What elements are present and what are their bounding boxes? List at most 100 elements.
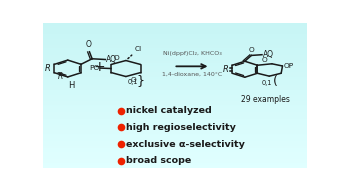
Text: +: + bbox=[94, 60, 105, 74]
Bar bbox=[43, 166, 307, 168]
Bar bbox=[43, 50, 307, 52]
Bar bbox=[43, 63, 307, 64]
Text: O: O bbox=[131, 77, 136, 83]
Bar bbox=[43, 75, 307, 77]
Bar bbox=[43, 39, 307, 41]
Text: Cl: Cl bbox=[135, 46, 142, 52]
Bar bbox=[43, 88, 307, 90]
Bar bbox=[43, 43, 307, 45]
Bar bbox=[43, 163, 307, 165]
Bar bbox=[43, 141, 307, 143]
Text: AQ: AQ bbox=[106, 55, 117, 64]
Bar bbox=[43, 81, 307, 83]
Text: AQ: AQ bbox=[263, 50, 274, 59]
Text: O: O bbox=[86, 40, 92, 49]
Bar bbox=[43, 125, 307, 126]
Bar bbox=[43, 45, 307, 46]
Bar bbox=[43, 114, 307, 115]
Bar bbox=[43, 30, 307, 32]
Bar bbox=[43, 35, 307, 37]
Bar bbox=[43, 145, 307, 146]
Bar bbox=[43, 66, 307, 68]
Bar bbox=[43, 157, 307, 159]
Bar bbox=[43, 112, 307, 114]
Bar bbox=[43, 86, 307, 88]
Text: R: R bbox=[45, 64, 51, 73]
Bar bbox=[43, 159, 307, 161]
Bar bbox=[43, 115, 307, 117]
Text: O: O bbox=[249, 46, 254, 53]
Bar bbox=[43, 72, 307, 74]
Bar bbox=[43, 121, 307, 123]
Bar bbox=[43, 28, 307, 30]
Bar bbox=[43, 165, 307, 166]
Bar bbox=[43, 57, 307, 59]
Bar bbox=[43, 156, 307, 157]
Text: H: H bbox=[68, 81, 74, 90]
Bar bbox=[43, 64, 307, 66]
Bar bbox=[43, 52, 307, 54]
Bar bbox=[43, 110, 307, 112]
Bar bbox=[43, 152, 307, 154]
Bar bbox=[43, 148, 307, 150]
Text: broad scope: broad scope bbox=[126, 156, 191, 165]
Bar bbox=[43, 99, 307, 101]
Text: 1,4-dioxane, 140°C: 1,4-dioxane, 140°C bbox=[162, 72, 222, 77]
Bar bbox=[43, 137, 307, 139]
Bar bbox=[43, 161, 307, 163]
Text: 0,1: 0,1 bbox=[262, 80, 272, 86]
Text: R: R bbox=[58, 72, 63, 81]
Bar bbox=[43, 126, 307, 128]
Text: R: R bbox=[223, 65, 229, 74]
Bar bbox=[43, 59, 307, 61]
Bar bbox=[43, 46, 307, 48]
Bar bbox=[43, 79, 307, 81]
Text: PO: PO bbox=[89, 65, 100, 71]
Bar bbox=[43, 146, 307, 148]
Text: Ni(dppf)Cl₂, KHCO₃: Ni(dppf)Cl₂, KHCO₃ bbox=[163, 51, 221, 57]
Bar bbox=[43, 70, 307, 72]
Bar bbox=[43, 61, 307, 63]
Bar bbox=[43, 83, 307, 84]
Bar bbox=[43, 77, 307, 79]
Bar bbox=[43, 48, 307, 50]
Bar bbox=[43, 68, 307, 70]
Text: 29 examples: 29 examples bbox=[241, 95, 291, 104]
Bar bbox=[43, 26, 307, 28]
Bar bbox=[43, 154, 307, 156]
Bar bbox=[43, 94, 307, 95]
Bar bbox=[43, 84, 307, 86]
Text: 0,1: 0,1 bbox=[127, 79, 137, 85]
Bar bbox=[43, 143, 307, 145]
Bar bbox=[43, 25, 307, 26]
Bar bbox=[43, 136, 307, 137]
Bar bbox=[43, 134, 307, 136]
Text: (: ( bbox=[273, 75, 278, 88]
Bar bbox=[43, 105, 307, 106]
Bar bbox=[43, 37, 307, 39]
Bar bbox=[43, 139, 307, 141]
Bar bbox=[43, 117, 307, 119]
Bar bbox=[43, 128, 307, 130]
Text: OP: OP bbox=[284, 63, 294, 69]
Bar bbox=[43, 92, 307, 94]
Bar bbox=[43, 97, 307, 99]
Bar bbox=[43, 34, 307, 35]
Bar bbox=[43, 90, 307, 92]
Text: exclusive α-selectivity: exclusive α-selectivity bbox=[126, 140, 245, 149]
Bar bbox=[43, 74, 307, 75]
Bar bbox=[43, 23, 307, 25]
Bar bbox=[43, 119, 307, 121]
Bar bbox=[43, 95, 307, 97]
Bar bbox=[43, 132, 307, 134]
Text: }: } bbox=[136, 74, 145, 87]
Text: nickel catalyzed: nickel catalyzed bbox=[126, 106, 212, 115]
Bar bbox=[43, 108, 307, 110]
Text: high regioselectivity: high regioselectivity bbox=[126, 123, 236, 132]
Bar bbox=[43, 150, 307, 152]
Bar bbox=[43, 101, 307, 103]
Bar bbox=[43, 103, 307, 105]
Bar bbox=[43, 41, 307, 43]
Bar bbox=[43, 54, 307, 55]
Bar bbox=[43, 55, 307, 57]
